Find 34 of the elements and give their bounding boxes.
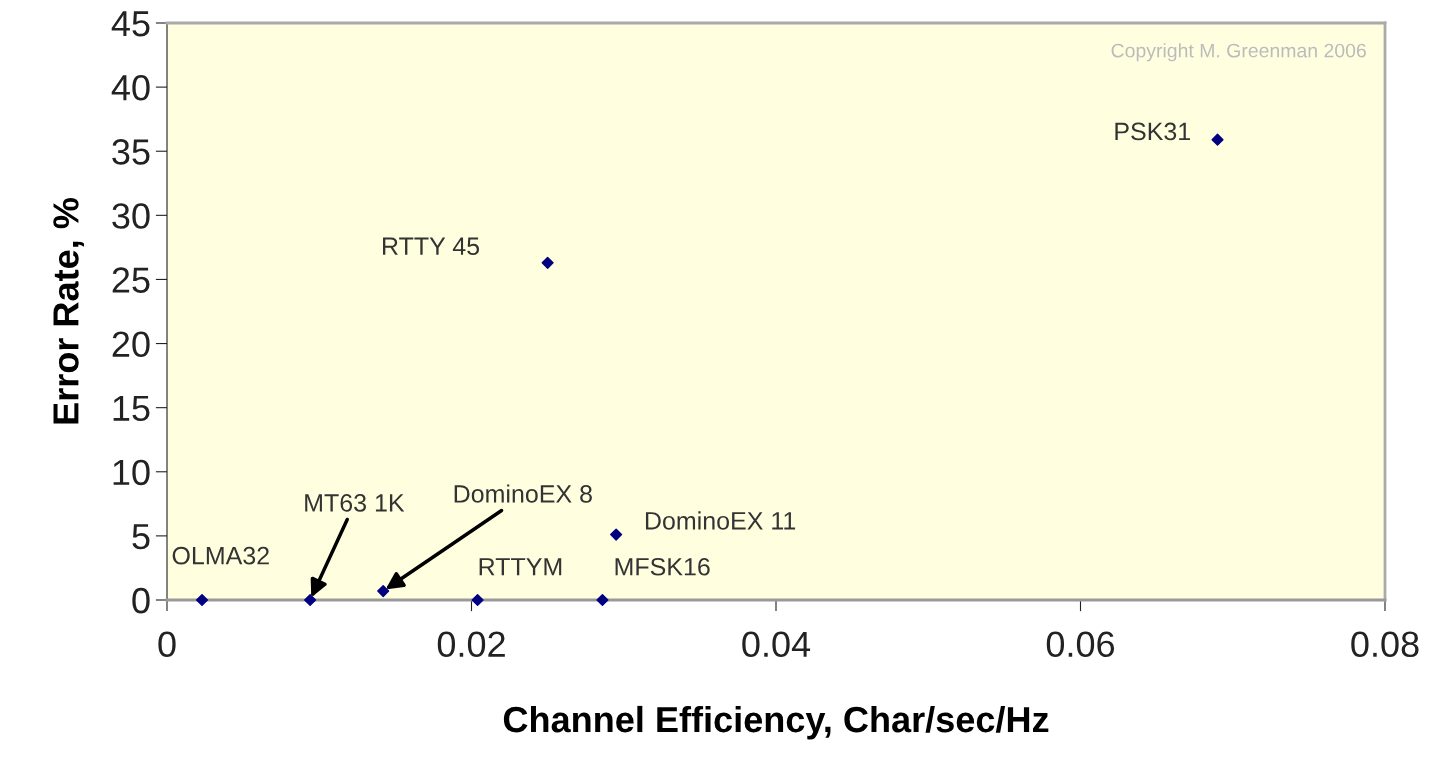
y-tick-label: 0	[132, 587, 150, 614]
annotation: MT63 1K	[305, 494, 405, 512]
annotation: DominoEX 8	[454, 484, 592, 503]
x-tick-label: 0.06	[1046, 631, 1115, 658]
x-tick-label: 0.04	[742, 631, 811, 658]
y-tick-label: 5	[132, 524, 150, 550]
point	[610, 528, 623, 541]
x-tick-label: 0.02	[437, 631, 505, 658]
point	[541, 256, 554, 269]
annotation: OLMA32	[172, 546, 269, 565]
y-tick-label: 10	[113, 459, 150, 486]
annotation: MFSK16	[615, 557, 710, 576]
point	[471, 593, 484, 607]
point	[195, 593, 209, 607]
point	[377, 584, 390, 598]
y-tick-label: 30	[112, 203, 150, 229]
x-tick-label: 0.08	[1351, 631, 1419, 658]
y-tick-label: 25	[112, 267, 150, 293]
x-axis-title: Channel Efficiency, Char/sec/Hz	[503, 705, 1049, 740]
y-tick-label: 15	[113, 395, 150, 422]
point	[596, 593, 609, 607]
x-tick-label: 0	[158, 631, 176, 658]
annotation: DominoEX 11	[645, 511, 796, 530]
y-tick-label: 40	[111, 74, 150, 101]
annotation: PSK31	[1115, 122, 1190, 141]
y-tick-label: 20	[112, 331, 150, 357]
y-tick-label: 45	[111, 11, 150, 37]
annotation: Copyright M. Greenman 2006	[1111, 43, 1366, 62]
annotation: RTTYM	[479, 558, 562, 576]
point	[1211, 133, 1224, 146]
y-axis-title: Error Rate, %	[53, 198, 84, 424]
annotation: RTTY 45	[383, 237, 480, 256]
point	[304, 593, 317, 607]
y-tick-label: 35	[112, 139, 150, 165]
